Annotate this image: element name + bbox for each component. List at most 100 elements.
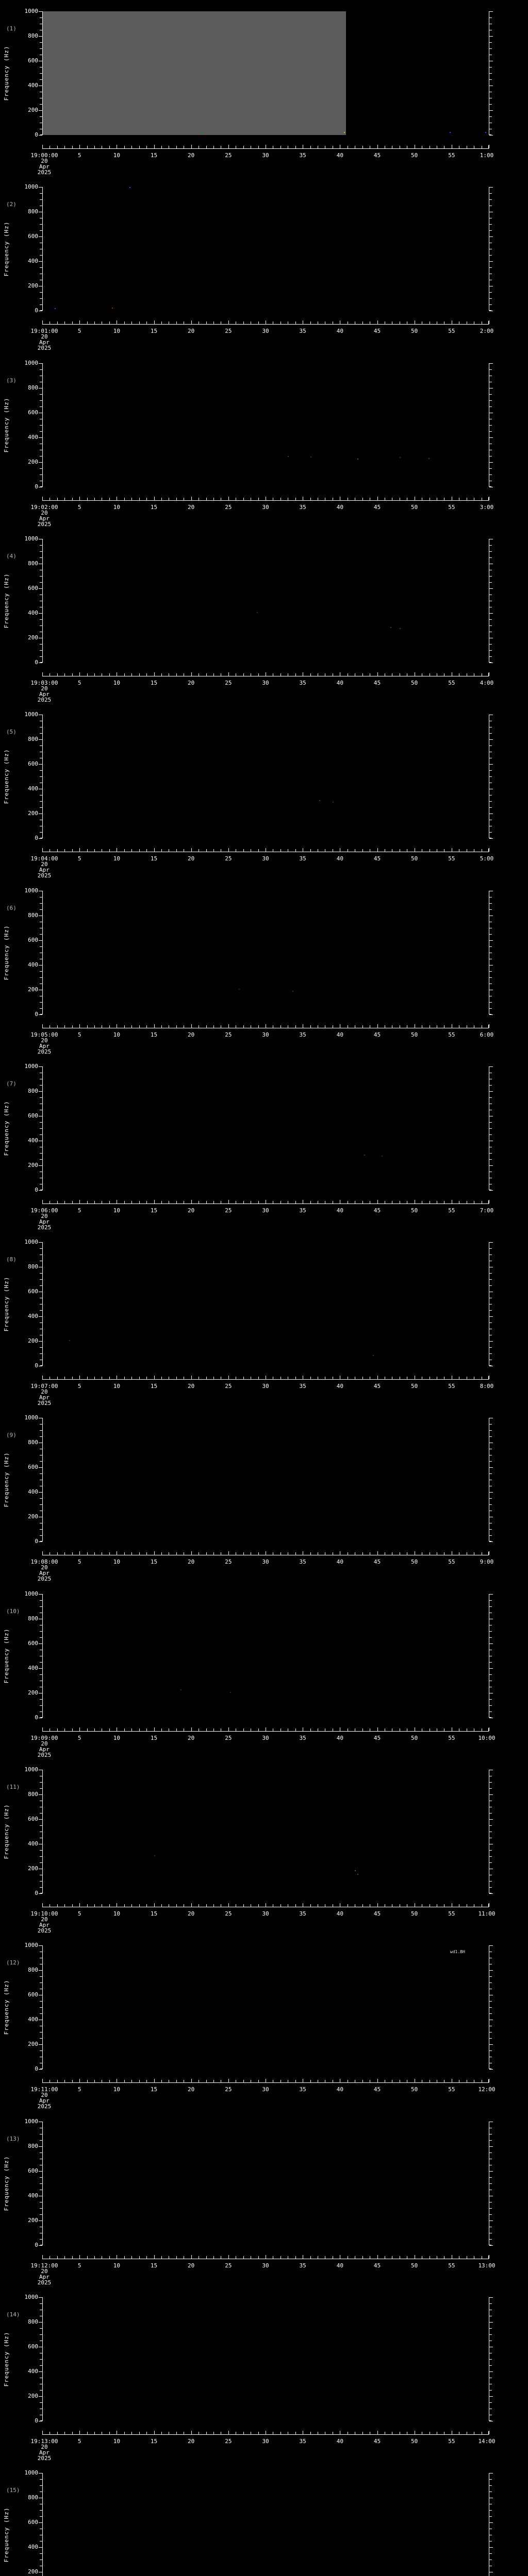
y-tick — [489, 2402, 492, 2403]
x-tick-label: 40 — [336, 2437, 343, 2445]
y-tick — [489, 545, 492, 546]
y-tick — [489, 2069, 493, 2070]
x-tick — [161, 1025, 162, 1028]
y-tick-label: 400 — [28, 2367, 38, 2375]
y-axis-left — [39, 1594, 43, 1718]
x-tick-label: 5 — [77, 1910, 81, 1917]
y-tick — [39, 2321, 42, 2323]
y-tick — [40, 1535, 42, 1536]
x-tick — [191, 1376, 192, 1380]
x-tick — [131, 497, 133, 500]
x-axis-cap-right — [488, 2431, 489, 2434]
y-tick — [489, 1705, 492, 1706]
x-start-year: 2025 — [37, 1927, 52, 1934]
x-axis — [42, 145, 489, 149]
x-tick — [280, 2080, 281, 2083]
x-tick — [206, 1377, 207, 1380]
x-tick — [131, 1904, 133, 1907]
x-tick — [109, 1377, 110, 1380]
y-tick — [489, 801, 492, 802]
x-tick-label: 55 — [448, 503, 455, 511]
y-tick — [40, 42, 42, 43]
x-start-time: 19:06:00 — [30, 1207, 58, 1214]
y-tick — [40, 1982, 42, 1984]
y-tick — [489, 48, 492, 49]
x-tick — [213, 1904, 214, 1907]
y-tick — [489, 1097, 492, 1098]
x-axis-cap-right — [488, 1727, 489, 1731]
x-tick — [72, 497, 73, 500]
y-tick — [489, 1668, 493, 1669]
x-tick — [228, 1551, 229, 1555]
x-tick — [94, 1904, 95, 1907]
y-tick — [489, 588, 493, 589]
y-tick — [39, 1970, 42, 1971]
x-start-time: 19:01:00 — [30, 328, 58, 335]
y-tick — [40, 2013, 42, 2014]
x-tick — [79, 672, 80, 676]
x-tick — [213, 497, 214, 500]
x-tick — [243, 1552, 244, 1555]
y-tick — [489, 1862, 492, 1863]
x-tick — [94, 1025, 95, 1028]
x-tick — [124, 146, 125, 148]
x-tick — [295, 1025, 296, 1028]
x-tick-label: 25 — [225, 679, 232, 686]
x-tick-label: 25 — [225, 1558, 232, 1566]
y-tick-label: 1000 — [24, 2469, 39, 2477]
x-tick-label: 20 — [188, 328, 195, 335]
x-tick — [295, 2256, 296, 2259]
x-tick-label: 45 — [373, 1383, 381, 1390]
y-tick — [39, 36, 42, 37]
data-pixel — [154, 1855, 155, 1856]
x-tick — [109, 673, 110, 676]
y-tick — [489, 1498, 492, 1499]
x-axis-start-label: 19:02:00 20 Apr 2025 — [31, 504, 58, 527]
y-tick — [489, 1310, 492, 1311]
y-tick — [40, 1711, 42, 1712]
x-tick-label: 55 — [448, 1734, 455, 1741]
y-tick-label: 400 — [28, 433, 38, 440]
y-tick-label: 800 — [28, 1263, 38, 1270]
x-tick — [191, 2079, 192, 2083]
x-tick — [362, 2431, 363, 2434]
x-axis-end-label: 5:00 — [480, 855, 494, 862]
x-start-year: 2025 — [37, 872, 52, 879]
x-tick — [243, 849, 244, 852]
x-start-year: 2025 — [37, 1751, 52, 1758]
y-tick — [489, 1190, 493, 1191]
x-start-year: 2025 — [37, 2454, 52, 2462]
y-axis-left — [39, 2121, 43, 2246]
x-tick — [228, 2255, 229, 2259]
x-tick-label: 25 — [225, 1734, 232, 1741]
x-tick — [295, 1552, 296, 1555]
y-tick — [489, 2239, 492, 2240]
x-tick — [377, 2255, 378, 2259]
y-tick — [489, 1002, 492, 1003]
y-tick — [489, 1353, 492, 1354]
y-tick — [40, 776, 42, 777]
x-tick — [295, 2431, 296, 2434]
y-tick — [489, 1662, 492, 1663]
y-tick — [40, 199, 42, 200]
x-tick — [131, 1552, 133, 1555]
x-tick — [243, 1200, 244, 1204]
y-tick — [39, 588, 42, 589]
x-axis-end-label: 10:00 — [478, 1734, 496, 1741]
y-tick-label: 200 — [28, 1513, 38, 1520]
x-tick — [64, 321, 65, 325]
x-tick — [72, 1377, 73, 1380]
y-tick — [489, 304, 492, 306]
x-tick — [154, 496, 155, 500]
y-tick — [40, 48, 42, 49]
x-tick — [213, 849, 214, 852]
x-start-time: 19:02:00 — [30, 503, 58, 511]
y-tick — [489, 946, 492, 947]
y-tick — [489, 79, 492, 80]
x-tick-label: 30 — [262, 152, 269, 159]
x-tick-label: 30 — [262, 2086, 269, 2093]
y-axis-cap-bottom — [40, 2420, 43, 2421]
panel-index: (13) — [6, 2135, 20, 2142]
x-tick — [228, 672, 229, 676]
y-tick — [489, 224, 492, 225]
